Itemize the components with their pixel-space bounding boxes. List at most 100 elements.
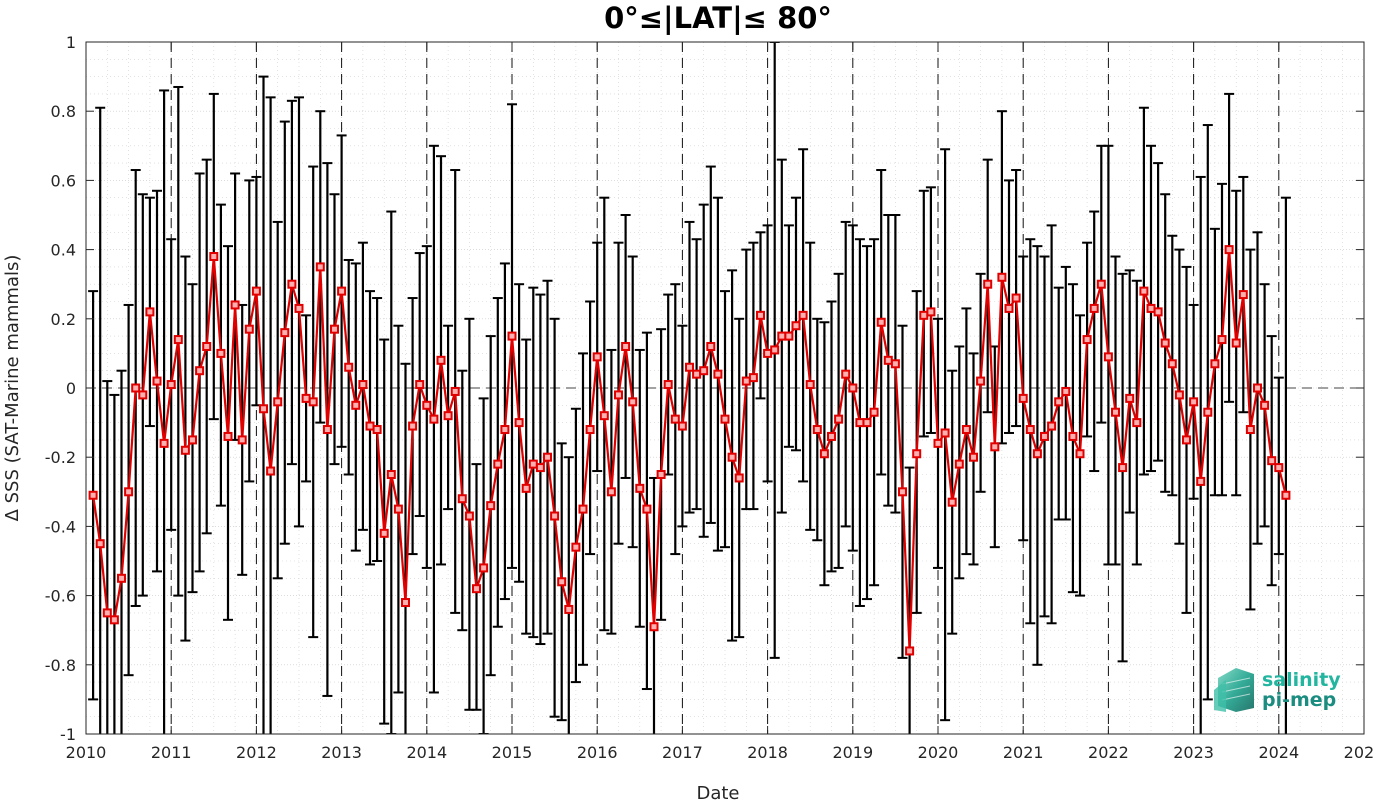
data-point <box>855 418 865 428</box>
data-point <box>834 414 844 424</box>
data-point <box>1061 386 1071 396</box>
data-point <box>1182 435 1191 445</box>
data-point <box>102 608 112 618</box>
data-point <box>1018 393 1028 403</box>
y-tick-label: 0 <box>66 379 76 398</box>
data-point <box>166 380 176 390</box>
data-point <box>699 366 709 376</box>
y-tick-label: -0.4 <box>45 517 76 536</box>
data-point <box>443 411 453 421</box>
data-point <box>337 286 347 296</box>
data-point <box>259 404 268 414</box>
data-point <box>209 252 219 262</box>
data-point <box>827 431 836 441</box>
data-point <box>1125 393 1135 403</box>
data-point <box>727 452 737 462</box>
data-point <box>819 449 829 459</box>
data-point <box>216 348 226 358</box>
data-point <box>784 331 794 341</box>
data-point <box>457 494 467 504</box>
y-tick-label: 0.6 <box>51 171 76 190</box>
data-point <box>479 563 489 573</box>
data-point <box>180 445 190 455</box>
data-point <box>1004 303 1014 313</box>
data-point <box>408 421 418 431</box>
data-point <box>528 459 538 469</box>
data-point <box>976 376 986 386</box>
data-point <box>1245 425 1255 435</box>
x-tick-label: 2016 <box>577 743 618 762</box>
x-tick-label: 2012 <box>236 743 277 762</box>
data-point <box>1217 335 1227 345</box>
data-point <box>372 425 382 435</box>
data-point <box>578 504 588 514</box>
data-point <box>450 386 460 396</box>
data-point <box>663 380 673 390</box>
data-point <box>1260 400 1270 410</box>
data-point <box>308 397 318 407</box>
data-point <box>1111 407 1120 417</box>
data-point <box>883 355 893 365</box>
data-point <box>280 328 290 338</box>
data-point <box>606 487 616 497</box>
y-tick-label: -0.8 <box>45 656 76 675</box>
data-point <box>202 341 212 351</box>
data-point <box>599 411 609 421</box>
data-point <box>940 428 950 438</box>
data-point <box>670 414 680 424</box>
data-point <box>614 390 623 400</box>
data-point <box>500 425 510 435</box>
data-point <box>266 466 276 476</box>
data-point <box>1068 431 1078 441</box>
data-point <box>890 359 900 369</box>
data-point <box>1075 449 1085 459</box>
data-point <box>1011 293 1021 303</box>
data-point <box>1203 407 1213 417</box>
data-point <box>1174 390 1184 400</box>
data-point <box>287 279 297 289</box>
data-point <box>564 604 574 614</box>
data-point <box>642 504 652 514</box>
data-point <box>983 279 993 289</box>
logo-text-line2: pi-mep <box>1262 689 1336 711</box>
data-point <box>330 324 339 334</box>
data-point <box>1096 279 1106 289</box>
data-point <box>961 425 971 435</box>
x-tick-label: 2024 <box>1258 743 1299 762</box>
data-point <box>770 345 780 355</box>
data-point <box>507 331 517 341</box>
data-point <box>912 449 922 459</box>
data-point <box>415 380 425 390</box>
data-point <box>1210 359 1220 369</box>
data-point <box>124 487 134 497</box>
data-point <box>954 459 964 469</box>
data-point <box>649 622 659 632</box>
y-tick-label: 1 <box>66 33 76 52</box>
data-point <box>237 435 247 445</box>
data-point <box>656 470 666 479</box>
x-tick-label: 2014 <box>406 743 447 762</box>
data-point <box>1167 359 1177 369</box>
data-point <box>244 324 254 334</box>
data-point <box>756 310 765 320</box>
y-axis: -1 -0.8 -0.6 -0.4 -0.2 0 0.2 0.4 0.6 0.8 1 <box>45 33 1364 744</box>
data-point <box>898 487 907 497</box>
x-tick-label: 2010 <box>66 743 107 762</box>
data-point <box>1025 425 1035 435</box>
data-point <box>358 380 368 390</box>
data-point <box>1089 303 1099 313</box>
data-point <box>1132 418 1142 428</box>
data-point <box>472 584 481 594</box>
data-point <box>351 400 361 410</box>
data-point <box>1231 338 1241 348</box>
data-point <box>1253 383 1262 393</box>
data-point <box>464 511 474 521</box>
data-point <box>777 331 787 341</box>
data-point <box>273 397 283 407</box>
data-point <box>493 459 503 469</box>
x-tick-label: 2013 <box>321 743 362 762</box>
data-point <box>1139 286 1149 296</box>
x-tick-label: 2017 <box>662 743 703 762</box>
data-point <box>294 303 304 313</box>
